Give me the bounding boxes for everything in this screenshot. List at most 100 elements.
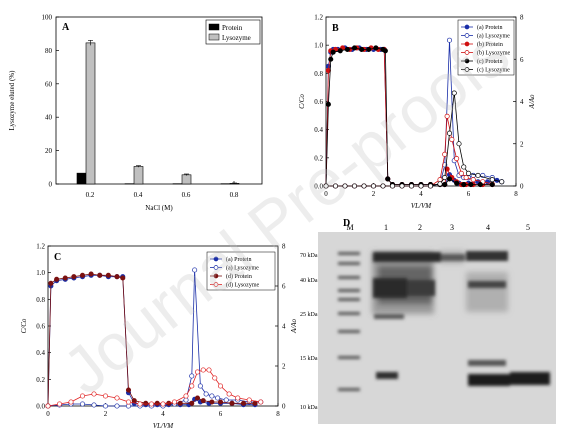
legend-swatch	[208, 23, 220, 31]
data-point	[442, 175, 448, 181]
x-axis-label: NaCl (M)	[145, 204, 173, 212]
x-tick-label: 8	[514, 190, 518, 198]
y-tick-label: 0.2	[36, 376, 45, 384]
data-point	[499, 179, 505, 185]
y-tick-label: 0.4	[314, 126, 323, 134]
data-point	[323, 183, 329, 189]
data-point	[328, 56, 334, 62]
gel-lane-label: 4	[486, 223, 490, 232]
data-point	[370, 183, 377, 189]
data-point	[468, 182, 474, 188]
data-point	[56, 401, 63, 407]
data-point	[258, 399, 264, 405]
y-right-tick-label: 6	[282, 283, 286, 291]
y-right-axis-label: A/Ao	[528, 94, 536, 109]
data-point	[226, 391, 232, 397]
y-tick-label: 0.8	[314, 70, 323, 78]
legend-entry: (a) Protein	[226, 256, 252, 263]
data-point	[446, 176, 453, 182]
data-point	[105, 272, 111, 278]
data-point	[71, 274, 77, 280]
panel-label: C	[54, 252, 61, 263]
x-tick-label: 0.4	[134, 191, 143, 199]
y-tick-label: 1.0	[314, 42, 323, 50]
data-point	[456, 141, 462, 147]
y-right-tick-label: 8	[520, 14, 524, 22]
data-point	[212, 375, 218, 381]
data-point	[114, 274, 120, 280]
data-point	[223, 397, 229, 403]
x-tick-label: 0.6	[182, 191, 191, 199]
data-point	[206, 367, 212, 373]
data-point	[209, 399, 215, 405]
gel-bands	[338, 251, 550, 391]
legend-marker	[213, 282, 219, 287]
data-point	[465, 170, 472, 176]
data-point	[148, 401, 155, 407]
y-tick-label: 0	[49, 181, 53, 189]
y-right-tick-label: 4	[520, 98, 524, 106]
data-point	[489, 177, 495, 183]
data-point	[461, 182, 467, 188]
series-line	[326, 92, 502, 187]
panel-label: B	[332, 23, 339, 34]
data-point	[189, 373, 195, 379]
data-point	[177, 400, 183, 406]
data-point	[380, 183, 386, 189]
data-point	[171, 399, 178, 405]
y-tick-label: 1.2	[314, 14, 323, 22]
data-point	[68, 399, 74, 405]
legend-marker	[464, 67, 470, 72]
data-point	[183, 393, 189, 399]
x-tick-label: 6	[219, 410, 223, 418]
data-point	[197, 383, 203, 389]
data-point	[240, 400, 247, 406]
legend-marker	[464, 41, 470, 47]
legend-entry: (c) Lysozyme	[477, 67, 510, 74]
data-point	[451, 90, 457, 96]
data-point	[209, 393, 215, 399]
gel-marker-label: 70 kDa	[300, 253, 318, 259]
legend-swatch	[208, 33, 220, 41]
bar-lysozyme	[85, 42, 96, 185]
data-point	[102, 403, 109, 409]
y-right-tick-label: 0	[520, 183, 524, 191]
data-point	[427, 183, 434, 189]
data-point	[454, 180, 460, 186]
data-point	[442, 182, 448, 188]
legend-entry: (d) Lysozyme	[226, 282, 259, 289]
bar-protein	[76, 172, 87, 185]
panel-a-label: A	[62, 22, 70, 33]
legend-marker	[213, 265, 219, 270]
data-point	[454, 155, 460, 162]
panel-a-frame	[55, 16, 263, 185]
y-tick-label: 60	[45, 80, 53, 88]
data-point	[91, 402, 97, 408]
data-point	[200, 367, 206, 373]
y-tick-label: 0.8	[36, 296, 45, 304]
legend-marker	[464, 50, 470, 55]
data-point	[351, 183, 358, 189]
data-point	[217, 383, 224, 389]
legend-entry: (c) Protein	[477, 58, 503, 65]
x-tick-label: 2	[104, 410, 108, 418]
legend-entry: (a) Lysozyme	[477, 33, 510, 40]
gel-lane-label: 5	[526, 223, 530, 232]
data-point	[54, 276, 60, 282]
data-point	[344, 46, 350, 52]
gel-lane-label: M	[346, 223, 353, 232]
data-point	[114, 395, 120, 401]
data-point	[143, 400, 149, 406]
y-right-tick-label: 2	[520, 140, 524, 148]
y-tick-label: 0.2	[314, 154, 323, 162]
x-tick-label: 0	[324, 190, 328, 198]
data-point	[442, 151, 448, 157]
y-right-axis-label: A/Ao	[290, 319, 298, 334]
data-point	[461, 164, 467, 170]
data-point	[246, 397, 252, 403]
data-point	[359, 46, 365, 52]
data-point	[102, 393, 109, 399]
y-right-tick-label: 4	[282, 323, 286, 331]
data-point	[194, 369, 201, 375]
